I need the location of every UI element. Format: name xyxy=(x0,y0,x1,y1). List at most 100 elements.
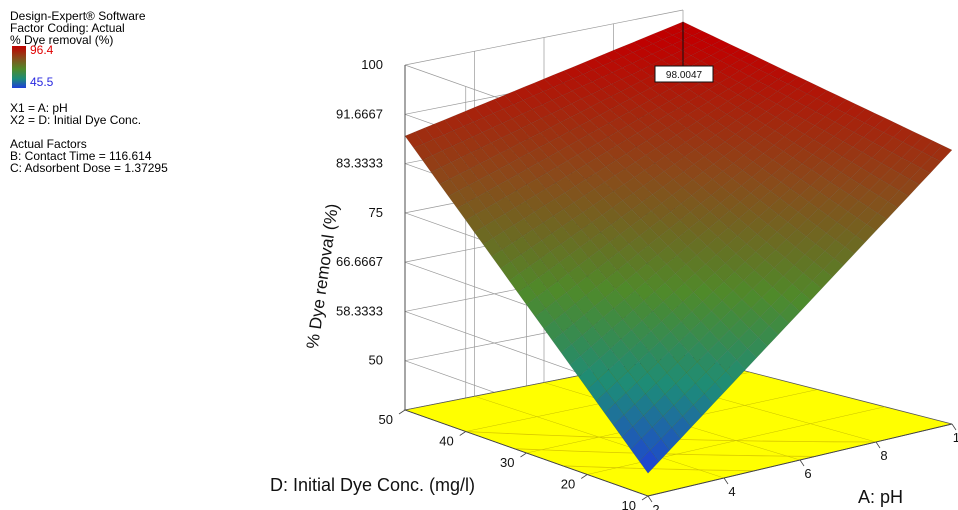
software-name: Design-Expert® Software xyxy=(10,9,146,23)
z-tick-label: 50 xyxy=(369,353,383,368)
surface-cell xyxy=(587,379,607,402)
x1-factor: X1 = A: pH xyxy=(10,101,68,115)
surface-cell xyxy=(879,168,901,186)
x-tick-label: 4 xyxy=(728,484,735,499)
surface-cell xyxy=(550,243,570,263)
surface-cell xyxy=(730,49,751,61)
surface-cell xyxy=(522,229,542,248)
surface-cell xyxy=(533,205,554,223)
surface-cell xyxy=(887,190,909,208)
surface-cell xyxy=(523,211,544,230)
x-tick-label: 10 xyxy=(953,430,958,445)
surface-cell xyxy=(786,88,808,102)
surface-cell xyxy=(571,334,592,356)
surface-cell xyxy=(688,83,710,96)
z-tick-label: 75 xyxy=(369,205,383,220)
factor-c: C: Adsorbent Dose = 1.37295 xyxy=(10,161,168,175)
surface-cell xyxy=(565,169,586,187)
surface-cell xyxy=(448,190,468,209)
surface-cell xyxy=(624,161,645,178)
surface-cell xyxy=(704,134,726,150)
surface-cell xyxy=(909,167,931,185)
surface-cell xyxy=(775,109,797,124)
surface-cell xyxy=(473,117,493,133)
actual-factors-title: Actual Factors xyxy=(10,137,87,151)
surface-cell xyxy=(598,122,619,138)
peak-value-label: 98.0047 xyxy=(666,70,703,81)
surface-cell xyxy=(527,277,548,298)
surface-cell xyxy=(670,321,691,342)
surface-cell xyxy=(568,139,589,156)
surface-cell xyxy=(920,156,942,174)
y-tick-label: 20 xyxy=(561,477,575,492)
surface-cell xyxy=(519,137,540,154)
x-axis-title: A: pH xyxy=(858,487,903,507)
surface-cell xyxy=(581,93,602,108)
surface-cell xyxy=(596,151,617,167)
surface-cell xyxy=(693,393,714,416)
surface-cell xyxy=(574,295,595,316)
surface-cell xyxy=(796,93,818,107)
surface-cell xyxy=(461,136,482,153)
y-tick-mark xyxy=(520,452,527,458)
surface-cell xyxy=(660,427,681,451)
surface-cell xyxy=(717,88,739,102)
surface-cell xyxy=(470,147,491,164)
surface-cell xyxy=(921,140,943,157)
surface-cell xyxy=(555,292,576,313)
surface-cell xyxy=(639,449,660,474)
surface-cell xyxy=(526,178,547,196)
surface-cell xyxy=(719,65,740,78)
surface-cell xyxy=(735,112,757,127)
surface-cell xyxy=(671,415,692,440)
surface-cell xyxy=(725,120,747,135)
surface-cell xyxy=(548,262,569,282)
y-axis-title: D: Initial Dye Conc. (mg/l) xyxy=(270,475,475,495)
factor-coding: Factor Coding: Actual xyxy=(10,21,125,35)
surface-cell xyxy=(718,76,740,90)
x-tick-mark xyxy=(723,477,729,485)
surface-cell xyxy=(833,126,855,142)
surface-cell xyxy=(747,80,769,94)
surface-cell xyxy=(728,82,749,95)
surface-cell xyxy=(739,53,761,65)
x-tick-label: 8 xyxy=(880,448,887,463)
surface-cell xyxy=(674,156,695,173)
surface-cell xyxy=(525,194,545,213)
surface-cell xyxy=(539,127,560,143)
surface-cell xyxy=(877,201,899,220)
surface-cell xyxy=(621,426,642,450)
surface-cell xyxy=(755,111,777,126)
surface-cell xyxy=(748,69,770,82)
surface-cell xyxy=(590,231,610,251)
surface-cell xyxy=(536,172,557,190)
z-tick-label: 83.3333 xyxy=(336,156,383,171)
surface-cell xyxy=(728,70,750,83)
surface-cell xyxy=(854,108,876,124)
surface-cell xyxy=(544,198,564,217)
x-tick-mark xyxy=(647,495,653,503)
x-tick-mark xyxy=(799,459,805,467)
surface-cell xyxy=(563,202,584,220)
surface-cell xyxy=(862,142,883,158)
z-tick-label: 100 xyxy=(361,57,383,72)
surface-cell xyxy=(717,101,738,115)
surface-cell xyxy=(649,438,670,463)
surface-cell xyxy=(520,247,541,267)
x-tick-mark xyxy=(951,423,957,431)
surface-cell xyxy=(777,83,798,97)
surface-cell xyxy=(469,163,490,181)
surface-cell xyxy=(526,296,546,317)
surface-cell xyxy=(546,166,567,183)
surface-cell xyxy=(678,89,700,103)
surface-cell xyxy=(531,240,551,259)
surface-cell xyxy=(716,113,737,128)
response-name: % Dye removal (%) xyxy=(10,33,114,47)
z-axis-title: % Dye removal (%) xyxy=(303,202,342,350)
surface-cell xyxy=(578,257,598,277)
surface-cell xyxy=(808,191,830,210)
z-tick-label: 91.6667 xyxy=(336,106,383,121)
y-tick-mark xyxy=(641,495,649,501)
y-tick-label: 40 xyxy=(439,434,453,449)
